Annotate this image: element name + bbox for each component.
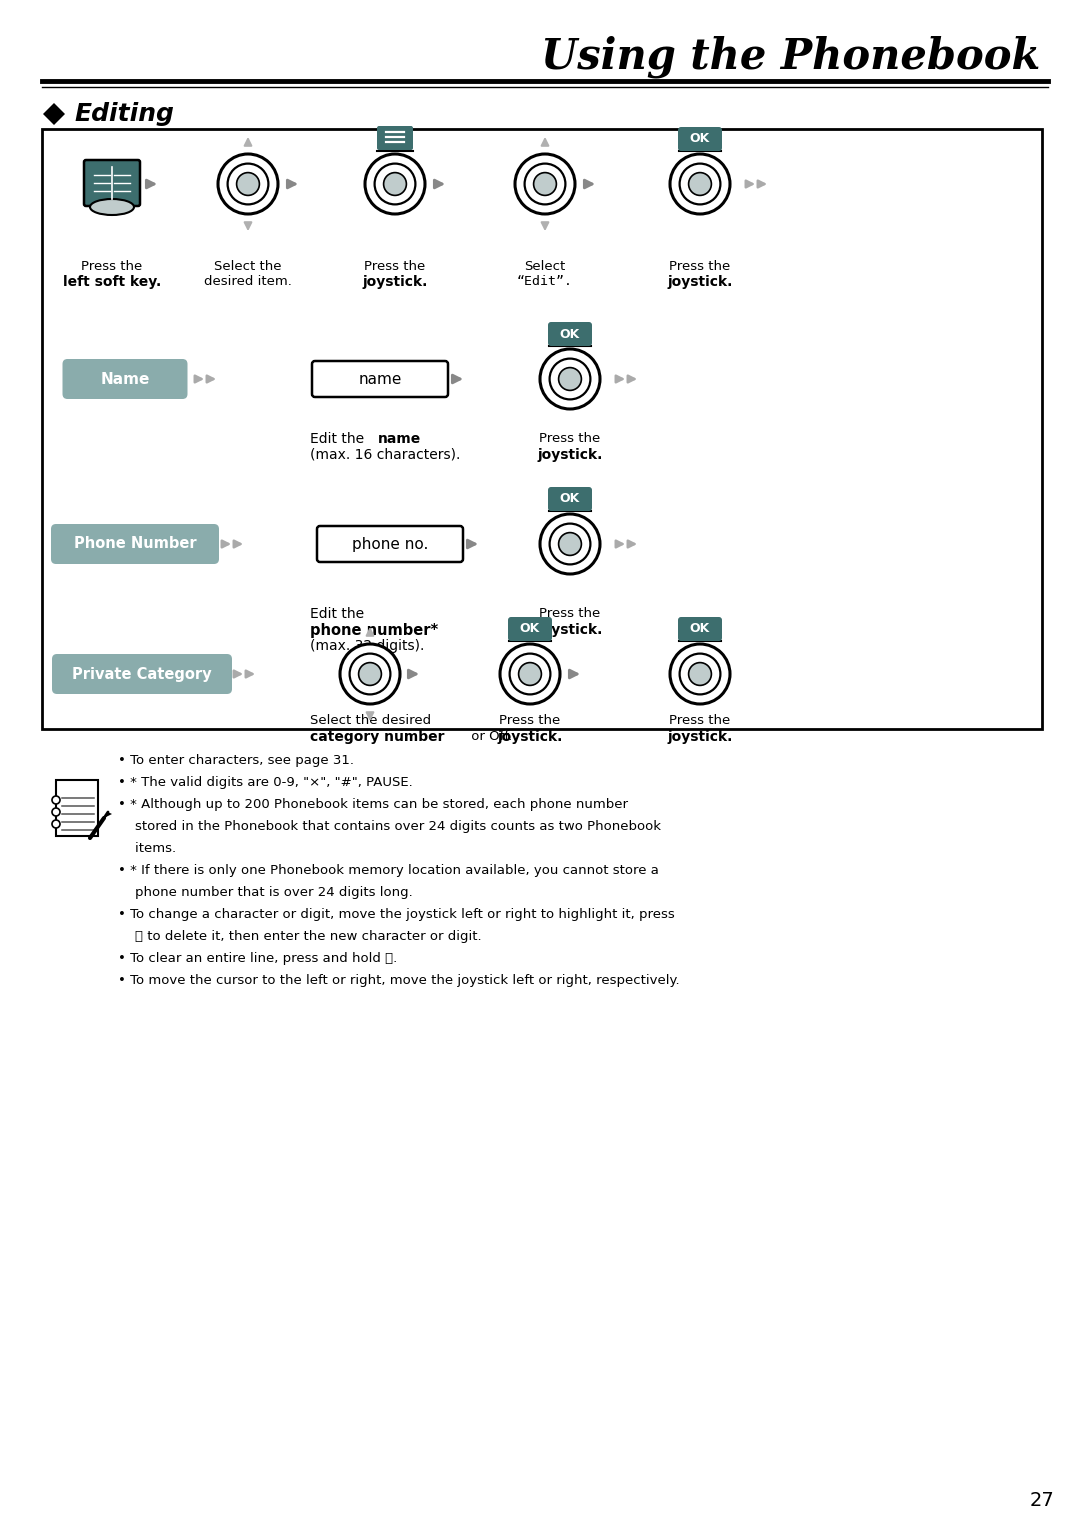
Text: joystick.: joystick. [497,729,563,745]
Text: stored in the Phonebook that contains over 24 digits counts as two Phonebook: stored in the Phonebook that contains ov… [118,820,661,833]
Circle shape [500,644,561,703]
Circle shape [510,653,551,694]
FancyBboxPatch shape [318,526,463,563]
Circle shape [679,164,720,205]
Circle shape [375,164,416,205]
Text: • To change a character or digit, move the joystick left or right to highlight i: • To change a character or digit, move t… [118,908,675,920]
Circle shape [550,523,591,564]
FancyBboxPatch shape [312,361,448,398]
Text: ⓒ to delete it, then enter the new character or digit.: ⓒ to delete it, then enter the new chara… [118,930,482,943]
Text: Press the: Press the [539,433,600,445]
Text: • To move the cursor to the left or right, move the joystick left or right, resp: • To move the cursor to the left or righ… [118,974,679,988]
Text: • * If there is only one Phonebook memory location available, you cannot store a: • * If there is only one Phonebook memor… [118,864,659,878]
Text: phone no.: phone no. [352,537,428,552]
Circle shape [689,173,712,196]
FancyBboxPatch shape [51,524,219,564]
Text: Press the: Press the [670,714,731,726]
FancyBboxPatch shape [678,618,723,641]
Text: “Edit”.: “Edit”. [517,275,573,287]
Text: Select the: Select the [214,260,282,274]
Text: • To enter characters, see page 31.: • To enter characters, see page 31. [118,754,354,768]
Text: Press the: Press the [499,714,561,726]
Text: OK: OK [690,622,711,636]
Circle shape [218,154,278,214]
Text: Select: Select [525,260,566,274]
Circle shape [52,797,60,804]
FancyBboxPatch shape [52,654,232,694]
FancyBboxPatch shape [84,161,140,206]
Text: Press the: Press the [539,607,600,619]
Text: Edit the: Edit the [310,433,368,446]
Text: joystick.: joystick. [362,275,428,289]
Circle shape [540,514,600,573]
Bar [42,128,1042,729]
Text: joystick.: joystick. [667,729,732,745]
Circle shape [52,820,60,829]
Text: Press the: Press the [81,260,143,274]
FancyBboxPatch shape [63,359,188,399]
Circle shape [670,154,730,214]
Text: Using the Phonebook: Using the Phonebook [541,35,1040,78]
Text: • To clear an entire line, press and hold ⓒ.: • To clear an entire line, press and hol… [118,953,397,965]
Text: left soft key.: left soft key. [63,275,161,289]
Text: OK: OK [690,133,711,145]
Circle shape [558,532,581,555]
Text: Edit the: Edit the [310,607,364,621]
Circle shape [52,807,60,816]
Circle shape [525,164,566,205]
Circle shape [670,644,730,703]
FancyBboxPatch shape [678,127,723,151]
Text: joystick.: joystick. [538,448,603,462]
Circle shape [365,154,426,214]
FancyBboxPatch shape [377,125,413,150]
Circle shape [340,644,400,703]
Text: (max. 16 characters).: (max. 16 characters). [310,448,460,462]
Text: or Off.: or Off. [467,729,512,743]
Circle shape [534,173,556,196]
Text: • * The valid digits are 0-9, "×", "#", PAUSE.: • * The valid digits are 0-9, "×", "#", … [118,777,413,789]
Circle shape [228,164,269,205]
Text: name: name [359,372,402,387]
Text: Editing: Editing [75,102,174,125]
Text: Private Category: Private Category [72,667,212,682]
Polygon shape [43,102,65,125]
Circle shape [518,662,541,685]
Text: 27: 27 [1029,1491,1054,1511]
Text: items.: items. [118,842,176,855]
Circle shape [540,349,600,408]
Circle shape [350,653,390,694]
Circle shape [515,154,575,214]
Text: (max. 32 digits).: (max. 32 digits). [310,639,424,653]
FancyBboxPatch shape [548,323,592,346]
Text: OK: OK [519,622,540,636]
Circle shape [383,173,406,196]
Text: OK: OK [559,492,580,506]
Polygon shape [104,812,112,818]
Text: desired item.: desired item. [204,275,292,287]
FancyBboxPatch shape [56,780,98,836]
Text: phone number*: phone number* [310,622,438,638]
FancyBboxPatch shape [548,488,592,511]
Circle shape [558,367,581,390]
Text: Select the desired: Select the desired [310,714,431,726]
Circle shape [359,662,381,685]
Text: name: name [378,433,421,446]
Text: joystick.: joystick. [667,275,732,289]
Text: Name: Name [100,372,150,387]
Text: • * Although up to 200 Phonebook items can be stored, each phone number: • * Although up to 200 Phonebook items c… [118,798,627,810]
Circle shape [237,173,259,196]
FancyBboxPatch shape [508,618,552,641]
Text: OK: OK [559,327,580,341]
Circle shape [689,662,712,685]
Text: category number: category number [310,729,445,745]
Text: Press the: Press the [670,260,731,274]
Circle shape [679,653,720,694]
Text: joystick.: joystick. [538,622,603,638]
Text: Phone Number: Phone Number [73,537,197,552]
Circle shape [550,359,591,399]
Ellipse shape [90,199,134,216]
Text: phone number that is over 24 digits long.: phone number that is over 24 digits long… [118,885,413,899]
Text: Press the: Press the [364,260,426,274]
